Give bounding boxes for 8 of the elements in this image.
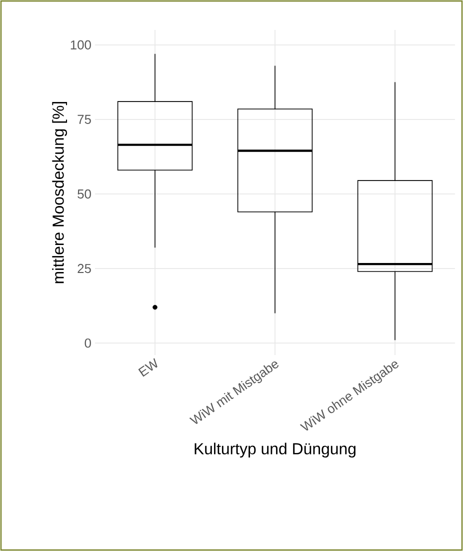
- y-tick-label: 25: [78, 264, 91, 274]
- y-tick-label: 100: [70, 40, 91, 50]
- x-tick-label: EW: [138, 358, 158, 377]
- y-tick-label: 0: [84, 338, 91, 348]
- y-tick-label: 75: [78, 114, 91, 124]
- y-axis-title: mittlere Moosdeckung [%]: [52, 102, 68, 284]
- y-tick-label: 50: [78, 189, 91, 199]
- x-axis-title: Kulturtyp und Düngung: [194, 442, 356, 458]
